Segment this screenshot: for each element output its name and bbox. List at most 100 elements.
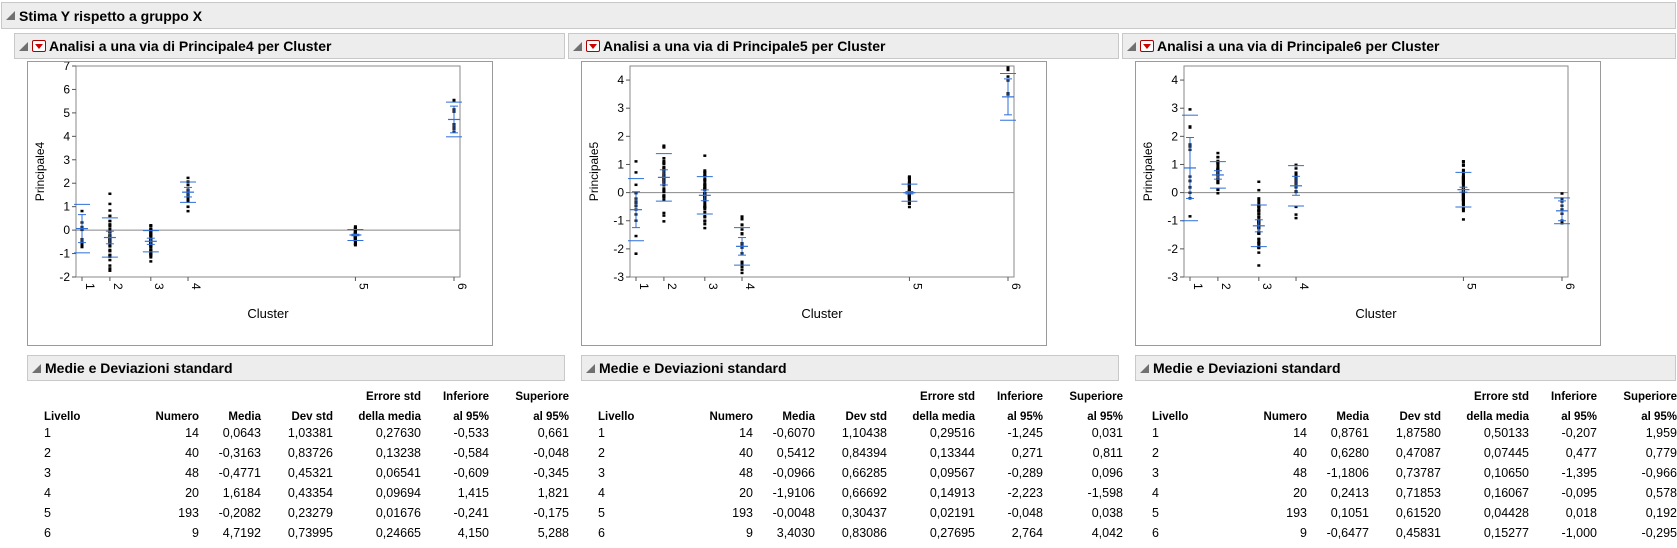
y-tick-label: 4 xyxy=(617,73,624,87)
data-point xyxy=(186,183,190,187)
column-header: Superiore xyxy=(1069,391,1123,403)
oneway-plot-frame-2: Principale5 4 3 2 1 0 -1 -2 -3 1 2 3 4 5 6 Cluster xyxy=(581,61,1047,346)
group-3-marks xyxy=(1250,180,1267,267)
table-cell: 3 xyxy=(1152,466,1159,480)
data-point xyxy=(108,269,112,272)
panel-header-1[interactable]: Analisi a una via di Principale4 per Clu… xyxy=(14,33,565,59)
table-cell: -1,395 xyxy=(1561,466,1597,480)
red-triangle-menu-icon[interactable] xyxy=(32,40,46,52)
data-point xyxy=(1006,66,1010,70)
oneway-plot-1[interactable]: Principale4 7 6 5 4 3 2 1 0 -1 -2 1 2 3 4 5 6 Cluster xyxy=(28,59,492,345)
y-tick-label: 5 xyxy=(63,106,70,120)
table-cell: -0,289 xyxy=(1007,466,1043,480)
table-cell: 1,415 xyxy=(457,486,489,500)
table-cell: 5 xyxy=(598,506,605,520)
table-row: 1 14 0,0643 1,03381 0,27630 -0,533 0,661 xyxy=(44,423,569,443)
x-tick-label: 2 xyxy=(1219,283,1233,290)
data-point xyxy=(1257,264,1261,267)
table-cell: 0,096 xyxy=(1091,466,1123,480)
column-header: Errore std xyxy=(1474,391,1529,403)
table-header-2[interactable]: Medie e Deviazioni standard xyxy=(581,355,1119,381)
table-title: Medie e Deviazioni standard xyxy=(1153,360,1341,376)
disclosure-triangle-icon[interactable] xyxy=(586,363,595,373)
table-header-row: Errore std Inferiore Superiore xyxy=(1152,383,1677,403)
table-cell: 14 xyxy=(185,426,199,440)
x-axis-label: Cluster xyxy=(247,306,289,321)
disclosure-triangle-icon[interactable] xyxy=(1140,363,1149,373)
red-triangle-menu-icon[interactable] xyxy=(1140,40,1154,52)
x-tick-label: 2 xyxy=(665,283,679,290)
table-cell: 0,8761 xyxy=(1330,426,1369,440)
column-header: Numero xyxy=(709,411,753,423)
table-cell: 6 xyxy=(1152,526,1159,540)
table-cell: 0,661 xyxy=(537,426,569,440)
disclosure-triangle-icon[interactable] xyxy=(32,363,41,373)
column-header: Dev std xyxy=(291,411,333,423)
data-point xyxy=(1216,165,1220,169)
table-cell: -1,245 xyxy=(1007,426,1043,440)
x-tick-label: 4 xyxy=(1297,283,1311,290)
disclosure-triangle-icon[interactable] xyxy=(6,11,15,20)
column-header: della media xyxy=(1466,411,1529,423)
data-point xyxy=(1461,179,1465,182)
table-cell: 0,47087 xyxy=(1395,446,1441,460)
table-cell: 0,45321 xyxy=(287,466,333,480)
data-point xyxy=(149,248,153,251)
table-cell: 0,13238 xyxy=(375,446,421,460)
data-point xyxy=(662,156,666,160)
table-cell: -0,241 xyxy=(453,506,489,520)
column-header: Numero xyxy=(1263,411,1307,423)
y-tick-label: 1 xyxy=(63,200,70,214)
disclosure-triangle-icon[interactable] xyxy=(1127,41,1136,51)
panel-title: Analisi a una via di Principale5 per Clu… xyxy=(603,38,886,54)
y-tick-label: 3 xyxy=(617,101,624,115)
data-point xyxy=(1216,188,1220,191)
y-tick-label: 0 xyxy=(617,186,624,200)
plot-area[interactable] xyxy=(1183,65,1569,278)
data-point xyxy=(907,180,911,184)
column-header xyxy=(1307,383,1369,403)
column-header: Media xyxy=(228,411,261,423)
y-tick-label: 6 xyxy=(63,82,70,96)
table-header-row: Livello Numero Media Dev std della media al 9… xyxy=(598,403,1123,423)
table-cell: 9 xyxy=(192,526,199,540)
data-point xyxy=(1461,196,1465,199)
column-header: al 95% xyxy=(1007,411,1043,423)
data-point xyxy=(1294,213,1298,216)
data-point xyxy=(1461,170,1465,173)
plot-area[interactable] xyxy=(75,65,461,278)
red-triangle-menu-icon[interactable] xyxy=(586,40,600,52)
data-point xyxy=(1216,155,1220,159)
x-tick-label: 1 xyxy=(1191,283,1205,290)
table-cell: 0,09694 xyxy=(375,486,421,500)
table-cell: 14 xyxy=(1293,426,1307,440)
oneway-plot-2[interactable]: Principale5 4 3 2 1 0 -1 -2 -3 1 2 3 4 5 6 Cluster xyxy=(582,62,1046,345)
disclosure-triangle-icon[interactable] xyxy=(573,41,582,51)
panel-header-2[interactable]: Analisi a una via di Principale5 per Clu… xyxy=(568,33,1119,59)
oneway-plot-3[interactable]: Principale6 4 3 2 1 0 -1 -2 -3 1 2 3 4 5 6 Cluster xyxy=(1136,62,1600,345)
report-header[interactable]: Stima Y rispetto a gruppo X xyxy=(1,2,1676,29)
plot-area[interactable] xyxy=(629,65,1015,278)
table-cell: 0,1051 xyxy=(1330,506,1369,520)
table-cell: 40 xyxy=(739,446,753,460)
column-header xyxy=(1369,383,1441,403)
data-point xyxy=(634,183,638,187)
disclosure-triangle-icon[interactable] xyxy=(19,41,28,51)
data-point xyxy=(662,211,666,215)
column-header: Numero xyxy=(155,411,199,423)
table-cell: 0,5412 xyxy=(776,446,815,460)
table-header-3[interactable]: Medie e Deviazioni standard xyxy=(1135,355,1676,381)
data-point xyxy=(1461,181,1465,184)
data-point xyxy=(703,183,707,187)
data-point xyxy=(703,171,707,175)
group-4-marks xyxy=(1288,163,1305,220)
group-6-marks xyxy=(1000,66,1016,121)
panel-header-3[interactable]: Analisi a una via di Principale6 per Clu… xyxy=(1122,33,1676,59)
table-row: 3 48 -0,0966 0,66285 0,09567 -0,289 0,096 xyxy=(598,463,1123,483)
table-cell: -0,3163 xyxy=(218,446,261,460)
table-header-1[interactable]: Medie e Deviazioni standard xyxy=(27,355,565,381)
table-cell: -2,223 xyxy=(1007,486,1043,500)
group-3-marks xyxy=(696,154,713,230)
panel-title: Analisi a una via di Principale6 per Clu… xyxy=(1157,38,1440,54)
table-cell: 20 xyxy=(739,486,753,500)
